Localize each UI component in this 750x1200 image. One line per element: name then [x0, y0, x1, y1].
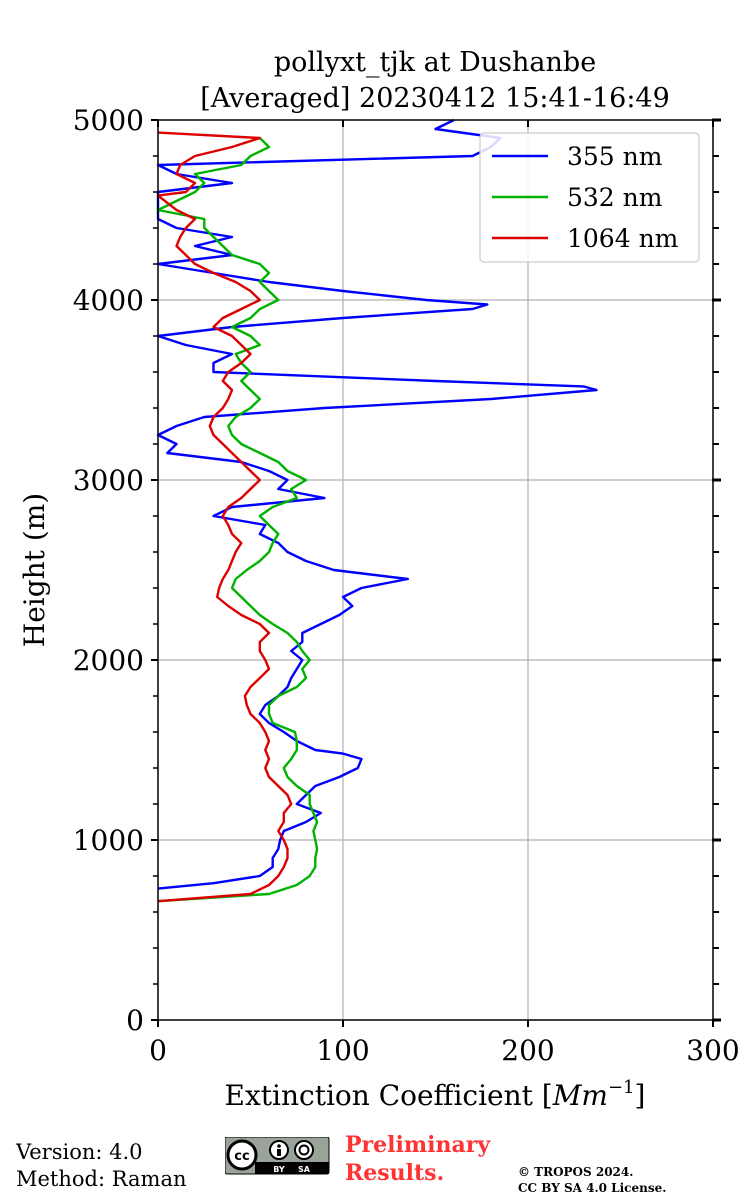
x-axis-label-text: Extinction Coefficient [ — [225, 1079, 553, 1112]
x-axis-label-close: ] — [635, 1079, 646, 1112]
by-icon-head — [277, 1144, 281, 1148]
cc-icon-label: cc — [234, 1149, 249, 1164]
y-tick-label: 3000 — [73, 464, 144, 497]
y-tick-label: 5000 — [73, 104, 144, 137]
series-line-355-nm — [156, 118, 598, 890]
x-axis-label-unit: Mm — [552, 1079, 608, 1112]
y-tick-label: 1000 — [73, 824, 144, 857]
plot-frame — [157, 119, 714, 1021]
cc-badge-strip — [255, 1162, 329, 1174]
series-line-1064-nm — [156, 131, 293, 903]
by-icon-body — [277, 1149, 281, 1156]
cc-license-badge: cc BY SA — [225, 1137, 330, 1175]
legend-label: 532 nm — [567, 183, 663, 212]
x-tick-label: 0 — [149, 1034, 167, 1067]
copyright-line2: CC BY SA 4.0 License. — [518, 1181, 667, 1195]
x-axis-label-exponent: −1 — [608, 1077, 635, 1098]
legend-label: 1064 nm — [567, 224, 679, 253]
x-tick-label: 100 — [316, 1034, 369, 1067]
legend-box — [479, 132, 700, 263]
by-label: BY — [273, 1165, 285, 1174]
y-axis-label: Height (m) — [18, 493, 51, 647]
y-tick-label: 0 — [126, 1004, 144, 1037]
chart-title-line1: pollyxt_tjk at Dushanbe — [274, 47, 596, 78]
version-text: Version: 4.0 — [16, 1140, 143, 1164]
y-tick-label: 2000 — [73, 644, 144, 677]
copyright-line1: © TROPOS 2024. — [518, 1165, 634, 1179]
x-tick-label: 200 — [501, 1034, 554, 1067]
sa-label: SA — [298, 1165, 311, 1174]
legend: 355 nm 532 nm 1064 nm — [479, 132, 700, 263]
cc-icon — [226, 1139, 258, 1171]
preliminary-label-line1: Preliminary — [345, 1132, 491, 1158]
method-text: Method: Raman — [16, 1167, 187, 1191]
chart-title-line2: [Averaged] 20230412 15:41-16:49 — [200, 83, 670, 114]
sa-icon-arc — [298, 1144, 310, 1156]
series-lines — [156, 118, 598, 903]
legend-label: 355 nm — [567, 142, 663, 171]
sa-icon — [294, 1140, 314, 1160]
x-axis-label: Extinction Coefficient [Mm−1] — [225, 1077, 646, 1112]
preliminary-label-line2: Results. — [345, 1160, 445, 1186]
series-line-532-nm — [156, 137, 319, 903]
y-tick-label: 4000 — [73, 284, 144, 317]
x-tick-label: 300 — [686, 1034, 739, 1067]
